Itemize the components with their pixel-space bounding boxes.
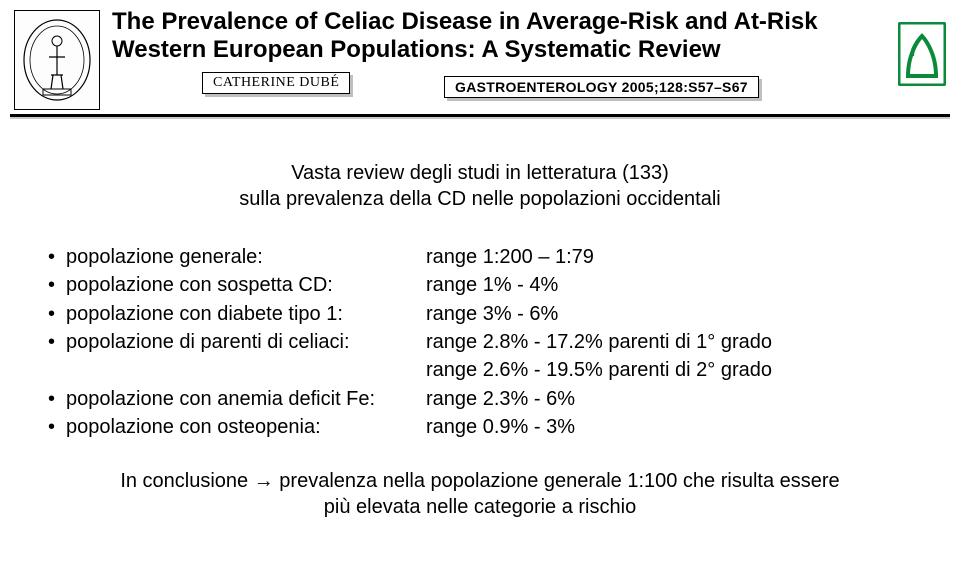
citation-text: GASTROENTEROLOGY 2005;128:S57–S67 [455, 79, 748, 95]
header: The Prevalence of Celiac Disease in Aver… [0, 0, 960, 116]
item-value: range 2.8% - 17.2% parenti di 1° grado [426, 328, 960, 356]
conclusion-line-2: più elevata nelle categorie a rischio [324, 496, 636, 518]
bullet-icon: • [48, 300, 66, 328]
conclusion-prefix: In conclusione [120, 470, 253, 492]
list-item: • popolazione di parenti di celiaci: ran… [48, 328, 960, 356]
list-item: • popolazione con anemia deficit Fe: ran… [48, 385, 960, 413]
list-item-continuation: range 2.6% - 19.5% parenti di 2° grado [48, 356, 960, 384]
item-label: popolazione con anemia deficit Fe: [66, 385, 426, 413]
conclusion-text: In conclusione → prevalenza nella popola… [0, 468, 960, 521]
conclusion-line-1: prevalenza nella popolazione generale 1:… [274, 470, 840, 492]
list-item: • popolazione generale: range 1:200 – 1:… [48, 243, 960, 271]
item-value: range 3% - 6% [426, 300, 960, 328]
paper-title: The Prevalence of Celiac Disease in Aver… [112, 8, 890, 65]
item-value: range 1% - 4% [426, 271, 960, 299]
item-label: popolazione generale: [66, 243, 426, 271]
author-box: CATHERINE DUBÉ [202, 72, 350, 94]
item-label: popolazione con osteopenia: [66, 413, 426, 441]
intro-line-1: Vasta review degli studi in letteratura … [0, 160, 960, 186]
bullet-icon: • [48, 243, 66, 271]
item-value: range 2.3% - 6% [426, 385, 960, 413]
crest-icon [21, 17, 93, 103]
prevalence-list: • popolazione generale: range 1:200 – 1:… [48, 243, 960, 442]
item-label: popolazione con sospetta CD: [66, 271, 426, 299]
item-value: range 1:200 – 1:79 [426, 243, 960, 271]
author-name: CATHERINE DUBÉ [213, 75, 339, 90]
title-line-1: The Prevalence of Celiac Disease in Aver… [112, 8, 890, 36]
header-rule [10, 114, 950, 117]
list-item: • popolazione con osteopenia: range 0.9%… [48, 413, 960, 441]
publisher-logo-icon [898, 22, 946, 86]
item-label: popolazione con diabete tipo 1: [66, 300, 426, 328]
item-value: range 0.9% - 3% [426, 413, 960, 441]
list-item: • popolazione con sospetta CD: range 1% … [48, 271, 960, 299]
list-item: • popolazione con diabete tipo 1: range … [48, 300, 960, 328]
bullet-icon: • [48, 328, 66, 356]
arrow-icon: → [254, 470, 274, 492]
bullet-icon: • [48, 271, 66, 299]
university-crest [14, 10, 100, 110]
item-label: popolazione di parenti di celiaci: [66, 328, 426, 356]
item-value-extra: range 2.6% - 19.5% parenti di 2° grado [426, 356, 772, 384]
intro-line-2: sulla prevalenza della CD nelle popolazi… [0, 186, 960, 212]
slide: The Prevalence of Celiac Disease in Aver… [0, 0, 960, 570]
title-line-2: Western European Populations: A Systemat… [112, 36, 890, 64]
intro-text: Vasta review degli studi in letteratura … [0, 160, 960, 213]
bullet-icon: • [48, 413, 66, 441]
bullet-icon: • [48, 385, 66, 413]
citation-box: GASTROENTEROLOGY 2005;128:S57–S67 [444, 76, 759, 98]
